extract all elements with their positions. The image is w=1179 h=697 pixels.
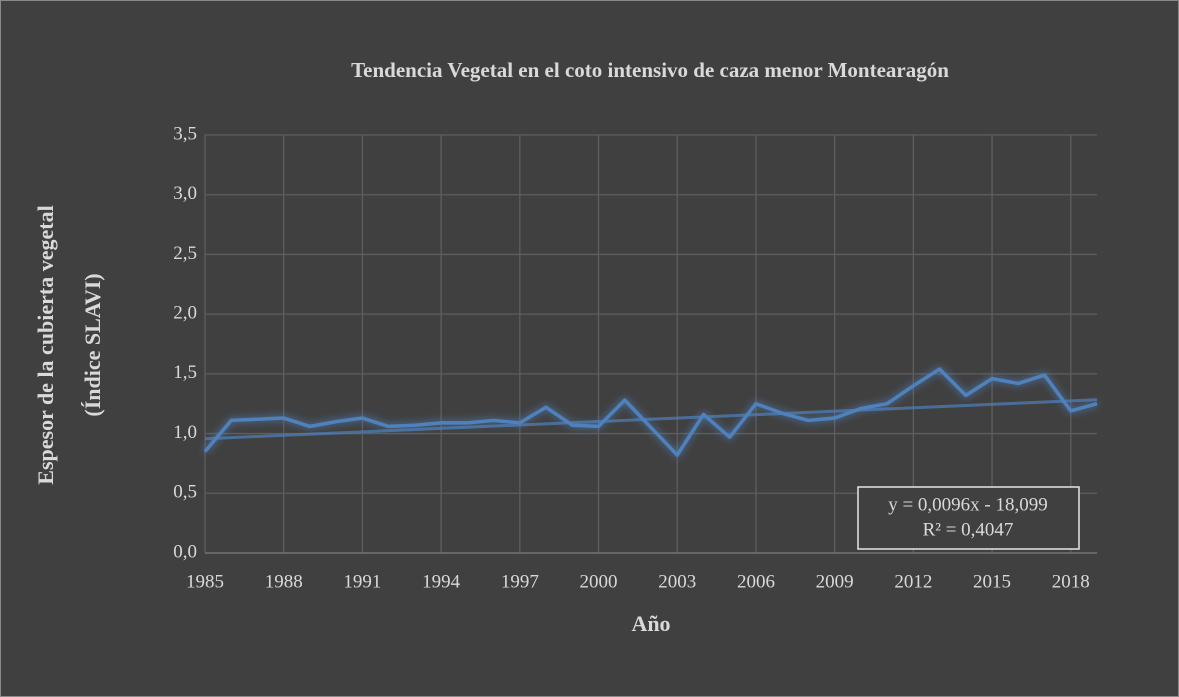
x-tick-label: 2012 (894, 571, 932, 592)
y-tick-label: 1,5 (173, 362, 197, 383)
y-axis-title: Espesor de la cubierta vegetal (33, 205, 58, 484)
x-tick-label: 2003 (658, 571, 696, 592)
x-tick-label: 1985 (186, 571, 224, 592)
y-tick-label: 3,0 (173, 183, 197, 204)
trendline-equation: y = 0,0096x - 18,099 (888, 494, 1048, 515)
y-tick-label: 3,5 (173, 123, 197, 144)
y-tick-label: 2,5 (173, 243, 197, 264)
x-tick-label: 1988 (265, 571, 303, 592)
y-tick-label: 2,0 (173, 303, 197, 324)
x-tick-label: 1994 (422, 571, 461, 592)
x-tick-label: 1997 (501, 571, 539, 592)
y-tick-label: 0,0 (173, 541, 197, 562)
x-axis-title: Año (631, 611, 670, 636)
y-tick-label: 0,5 (173, 482, 197, 503)
trendline (204, 398, 1098, 441)
x-tick-label: 2006 (737, 571, 775, 592)
x-tick-label: 2000 (580, 571, 618, 592)
x-tick-label: 1991 (343, 571, 381, 592)
x-tick-label: 2009 (816, 571, 854, 592)
x-tick-label: 2015 (973, 571, 1011, 592)
y-tick-label: 1,0 (173, 422, 197, 443)
chart-title: Tendencia Vegetal en el coto intensivo d… (351, 58, 949, 82)
y-axis-title: (Índice SLAVI) (80, 273, 105, 416)
x-tick-label: 2018 (1052, 571, 1090, 592)
data-line (203, 367, 1098, 457)
equation-box (857, 486, 1080, 550)
trendline-r2: R² = 0,4047 (923, 519, 1014, 540)
